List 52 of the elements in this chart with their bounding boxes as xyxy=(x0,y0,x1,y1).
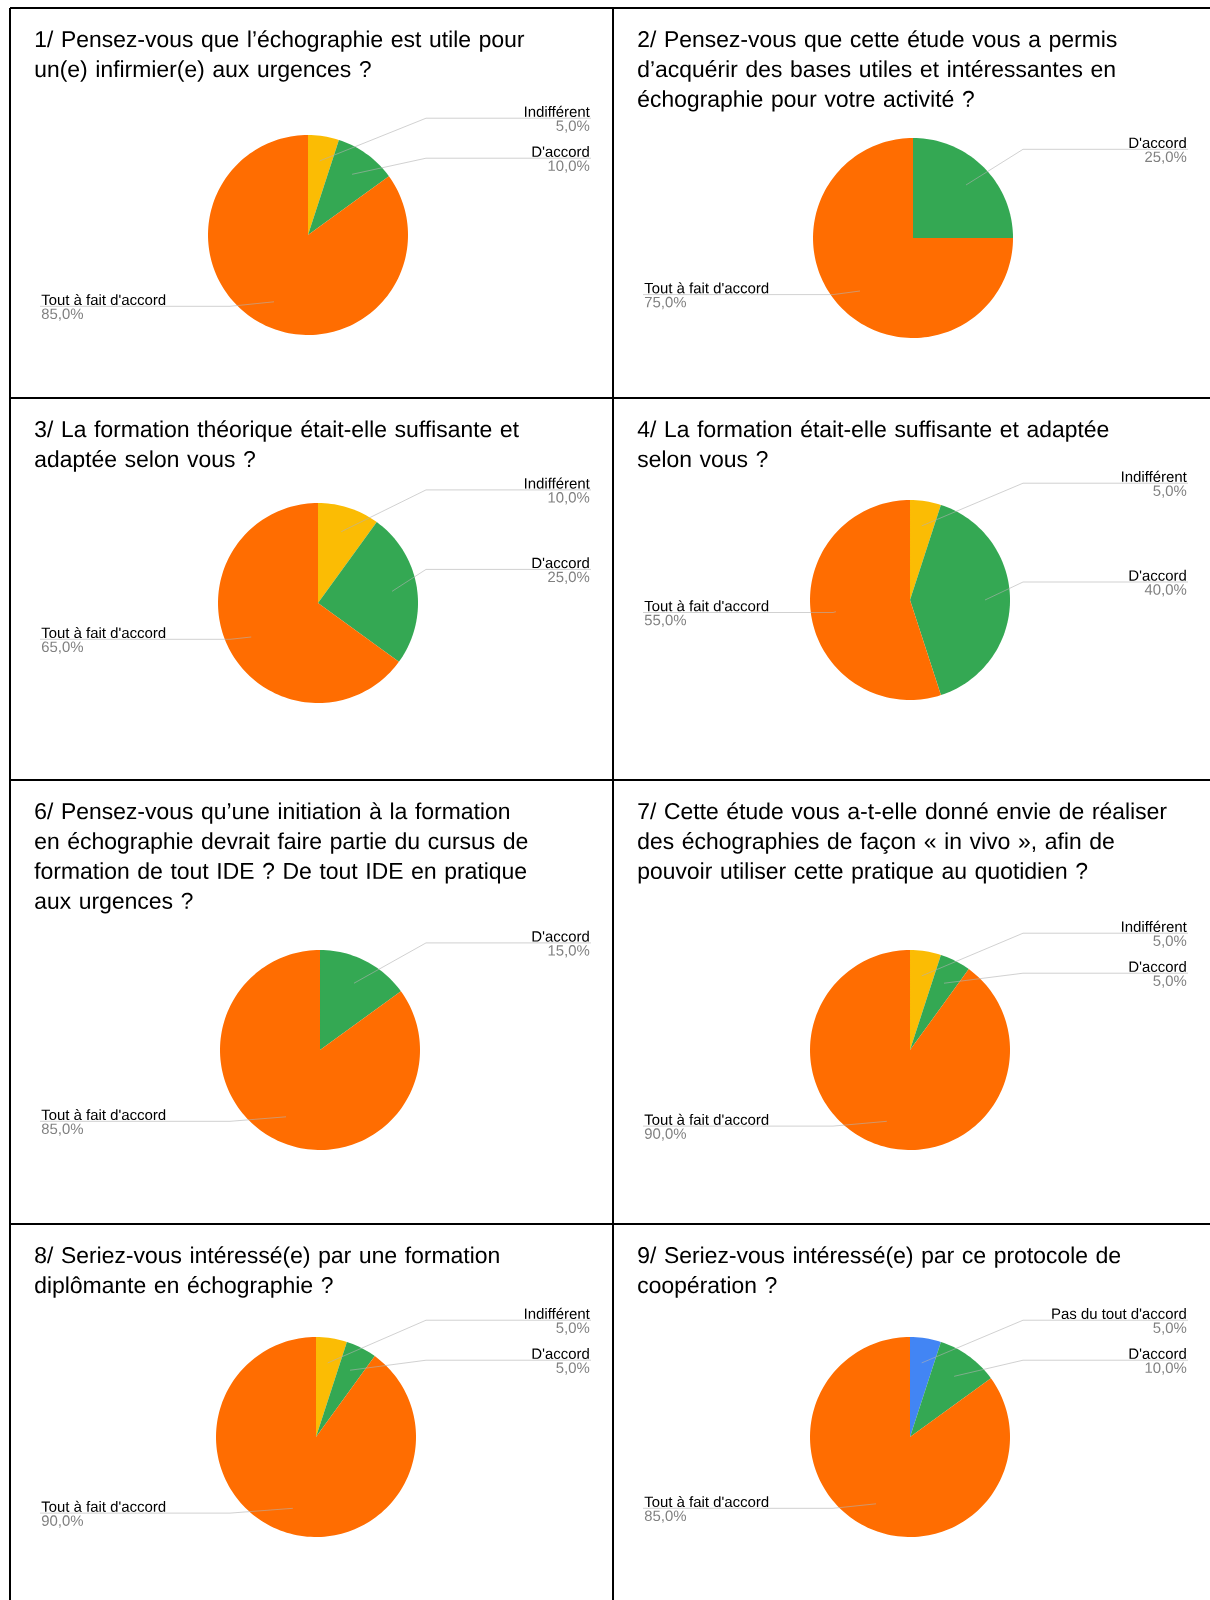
slice-label: Tout à fait d'accord xyxy=(41,626,166,639)
data-label: 85,0% xyxy=(41,308,84,321)
data-label: 65,0% xyxy=(41,641,84,654)
data-label: 15,0% xyxy=(548,945,590,958)
chart-title: 1/ Pensez-vous que l’échographie est utile pour un(e) infirmier(e) aux urgences ? xyxy=(35,30,525,82)
chart-title: 2/ Pensez-vous que cette étude vous a permis d’acquérir des bases utiles et intéressantes en échographie pour votre activité ? xyxy=(638,30,1117,112)
data-label: 25,0% xyxy=(1145,151,1187,164)
slice-label: Indifférent xyxy=(524,1307,590,1320)
slice-label: D'accord xyxy=(1129,137,1186,149)
data-label: 90,0% xyxy=(644,1128,687,1141)
data-label: 5,0% xyxy=(1153,485,1187,498)
slice-label: D'accord xyxy=(532,146,589,157)
slice-label: Tout à fait d'accord xyxy=(644,282,769,294)
slice-label: D'accord xyxy=(532,1348,589,1360)
data-label: 10,0% xyxy=(548,160,590,173)
chart-title: 4/ La formation était-elle suffisante et adaptée selon vous ? xyxy=(637,420,1109,468)
data-label: 85,0% xyxy=(41,1123,84,1136)
data-label: 75,0% xyxy=(644,296,687,310)
data-label: 5,0% xyxy=(1153,975,1187,988)
chart-title: 3/ La formation théorique était-elle suffisante et adaptée selon vous ? xyxy=(35,420,519,472)
data-label: 25,0% xyxy=(548,571,590,584)
data-label: 5,0% xyxy=(1153,1322,1187,1335)
slice-label: Indifférent xyxy=(524,105,590,117)
slice-label: D'accord xyxy=(1129,569,1186,581)
data-label: 5,0% xyxy=(556,120,590,133)
data-label: 40,0% xyxy=(1144,584,1187,597)
slice-label: Tout à fait d'accord xyxy=(644,1113,769,1125)
data-label: 10,0% xyxy=(1145,1362,1187,1375)
slice-label: Indifférent xyxy=(1122,470,1187,482)
slice-label: Tout à fait d'accord xyxy=(41,1108,166,1121)
data-label: 55,0% xyxy=(644,614,687,628)
slice-label: D'accord xyxy=(1129,961,1186,973)
chart-title: 6/ Pensez-vous qu’une initiation à la formation en échographie devrait faire partie du cursus de formation de tout IDE ? De tout IDE en pratique aux urgences ? xyxy=(34,802,528,914)
chart-title: 7/ Cette étude vous a-t-elle donné envie de réaliser des échographies de façon « in vivo », afin de pouvoir utiliser cette pratique au quotidien ? xyxy=(638,802,1167,884)
slice-label: Tout à fait d'accord xyxy=(41,1500,166,1512)
data-label: 10,0% xyxy=(548,492,590,505)
slice-label: Pas du tout d'accord xyxy=(1052,1308,1186,1320)
slice-label: D'accord xyxy=(1129,1348,1186,1360)
slice-label: Tout à fait d'accord xyxy=(644,1495,769,1508)
slice-label: Tout à fait d'accord xyxy=(41,293,166,306)
slice-label: Tout à fait d'accord xyxy=(644,600,769,612)
slice-label: Indifférent xyxy=(524,477,590,489)
data-label: 85,0% xyxy=(644,1510,687,1523)
data-label: 90,0% xyxy=(41,1515,84,1528)
chart-title: 8/ Seriez-vous intéressé(e) par une formation diplômante en échographie ? xyxy=(35,1246,499,1298)
data-label: 5,0% xyxy=(1153,935,1187,948)
chart-title: 9/ Seriez-vous intéressé(e) par ce protocole de coopération ? xyxy=(638,1246,1121,1298)
data-label: 5,0% xyxy=(556,1362,590,1375)
slice-label: D'accord xyxy=(532,557,589,569)
data-label: 5,0% xyxy=(556,1322,590,1335)
slice-label: D'accord xyxy=(532,930,589,942)
slice-label: Indifférent xyxy=(1122,920,1187,933)
